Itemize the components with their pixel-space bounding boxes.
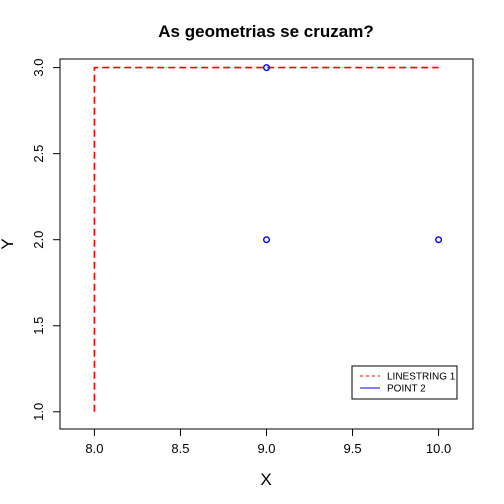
legend-label-0: LINESTRING 1 — [387, 372, 456, 383]
x-tick-label: 10.0 — [426, 441, 451, 456]
y-axis: 1.0 1.5 2.0 2.5 3.0 — [31, 59, 61, 421]
y-tick-label: 3.0 — [31, 59, 46, 77]
y-axis-label: Y — [0, 238, 17, 249]
series-layer — [93, 64, 443, 412]
x-axis-label: X — [260, 470, 271, 489]
chart-title: As geometrias se cruzam? — [158, 22, 373, 41]
series-line-0 — [93, 66, 439, 412]
legend-label-1: POINT 2 — [387, 384, 426, 395]
x-tick-label: 9.5 — [344, 441, 362, 456]
y-tick-label: 2.0 — [31, 231, 46, 249]
data-point — [435, 236, 443, 244]
y-tick-label: 1.0 — [31, 403, 46, 421]
x-tick-label: 8.0 — [85, 441, 103, 456]
x-tick-label: 8.5 — [171, 441, 189, 456]
y-tick-label: 2.5 — [31, 145, 46, 163]
x-axis: 8.0 8.5 9.0 9.5 10.0 — [85, 428, 451, 456]
data-point — [263, 64, 271, 72]
data-point — [263, 236, 271, 244]
x-tick-label: 9.0 — [257, 441, 275, 456]
y-tick-label: 1.5 — [31, 317, 46, 335]
legend-box — [351, 365, 458, 400]
